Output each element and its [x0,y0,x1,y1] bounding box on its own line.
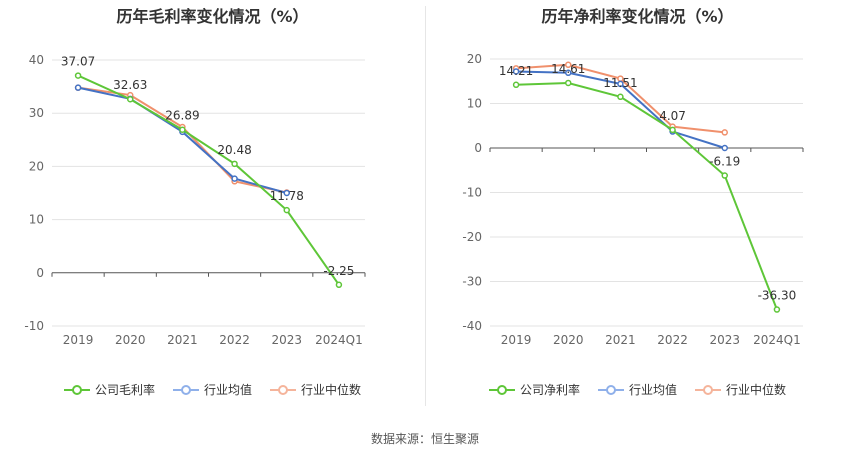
legend-item-industry-mean[interactable]: 行业均值 [172,381,252,398]
data-point [773,306,781,313]
y-tick-label: 20 [29,159,44,173]
y-tick-label: 0 [36,266,44,280]
data-label: 4.07 [659,109,686,123]
data-point [283,206,290,214]
data-label: 11.51 [603,76,637,90]
y-tick-label: 10 [467,97,482,111]
x-tick-label: 2022 [657,333,688,347]
data-label: -6.19 [709,155,740,169]
data-label: 11.78 [270,189,304,203]
data-point [74,72,82,79]
data-label: 32.63 [113,78,147,92]
legend-item-industry-median[interactable]: 行业中位数 [270,381,361,398]
x-tick-label: 2019 [63,333,94,347]
x-tick-label: 2024Q1 [315,333,363,347]
data-point [74,84,82,91]
gross-margin-plot: -10 0 10 20 30 40 2019 2020 2021 2022 2023 2024Q1 37… [24,53,366,347]
data-label: -2.25 [323,264,354,278]
x-tick-label: 2021 [167,333,198,347]
data-label: -36.30 [758,289,797,303]
legend-label: 行业中位数 [726,383,787,397]
data-point [565,69,572,77]
data-point [283,189,290,197]
legend: 公司毛利率 行业均值 行业中位数 [0,381,425,398]
x-tick-label: 2021 [605,333,636,347]
legend-label: 公司毛利率 [94,383,155,397]
data-point [179,126,186,133]
legend-item-company[interactable]: 公司净利率 [488,381,580,398]
x-tick-label: 2020 [115,333,146,347]
x-tick-label: 2023 [271,333,302,347]
data-label: 37.07 [61,55,95,69]
y-tick-label: 40 [29,53,44,67]
y-tick-label: 10 [29,213,44,227]
y-tick-label: 0 [474,141,482,155]
data-label: 20.48 [217,143,251,157]
legend-swatch-icon [63,384,90,396]
chart-title: 历年毛利率变化情况（%） [116,7,309,26]
legend-label: 行业均值 [203,383,252,397]
y-tick-label: -10 [24,319,44,333]
legend-swatch-icon [172,384,199,396]
data-label: 26.89 [165,109,199,123]
y-tick-label: 30 [29,106,44,120]
data-point [669,126,676,134]
data-point [565,79,572,87]
gross-margin-chart: 历年毛利率变化情况（%） -10 0 10 20 30 40 2019 2020 2021 202… [0,0,425,420]
data-point [127,95,134,103]
data-point [721,172,728,179]
y-tick-label: -20 [462,230,482,244]
chart-title: 历年净利率变化情况（%） [541,7,734,26]
series-line [77,86,288,194]
legend-item-industry-mean[interactable]: 行业均值 [597,381,677,398]
series-line [77,86,287,194]
data-point [231,160,238,168]
data-label: 14.61 [551,62,585,76]
y-tick-label: 20 [467,52,482,66]
net-margin-chart: 历年净利率变化情况（%） -40 -30 -20 -10 0 10 20 2019 2020 20… [425,0,850,420]
data-point [231,175,238,182]
x-tick-label: 2024Q1 [753,333,801,347]
legend-swatch-icon [597,384,624,396]
y-tick-label: -10 [462,186,482,200]
legend-label: 行业均值 [628,383,677,397]
data-label: 14.21 [499,64,533,78]
x-tick-label: 2023 [709,333,740,347]
y-tick-label: -40 [462,319,482,333]
data-source-note: 数据来源：恒生聚源 [370,432,479,446]
series-line [77,74,340,286]
x-tick-label: 2020 [553,333,584,347]
legend: 公司净利率 行业均值 行业中位数 [425,381,850,398]
y-tick-label: -30 [462,275,482,289]
data-point [721,129,728,136]
panel-divider [425,6,426,406]
data-point [512,68,520,75]
data-point [617,80,624,88]
series-line [516,81,778,310]
legend-item-industry-median[interactable]: 行业中位数 [695,381,786,398]
data-point [512,81,520,89]
legend-item-company[interactable]: 公司毛利率 [63,381,155,398]
data-point [565,61,572,69]
legend-label: 公司净利率 [519,383,580,397]
data-point [617,93,624,101]
net-margin-plot: -40 -30 -20 -10 0 10 20 2019 2020 2021 2022 2023 202… [462,52,804,347]
x-tick-label: 2019 [501,333,532,347]
data-point [721,144,728,152]
data-point [335,281,343,289]
legend-label: 行业中位数 [301,383,362,397]
legend-swatch-icon [488,384,515,396]
legend-swatch-icon [270,384,296,396]
legend-swatch-icon [695,384,721,396]
x-tick-label: 2022 [219,333,250,347]
